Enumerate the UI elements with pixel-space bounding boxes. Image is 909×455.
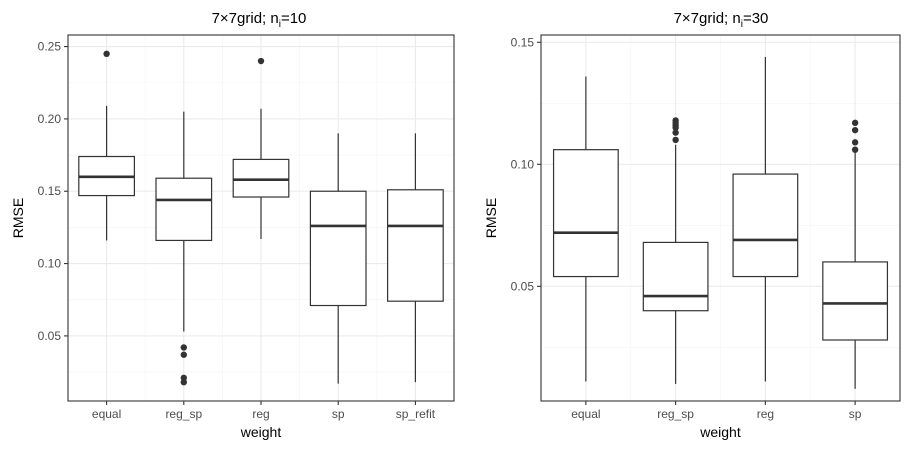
y-tick-label: 0.25 [38,40,62,54]
iqr-box [387,189,444,302]
box-sp [822,119,889,389]
x-axis-title: weight [699,424,741,440]
outlier-point [851,139,859,146]
x-axis-title: weight [240,424,282,440]
y-tick-label: 0.05 [38,329,62,343]
outlier-point [851,146,859,153]
y-tick-label: 0.05 [511,279,535,293]
iqr-box [309,190,367,307]
outlier-point [257,57,265,65]
y-tick-label: 0.10 [511,157,535,171]
box-equal [552,76,619,382]
y-tick-label: 0.10 [38,257,62,271]
outlier-point [851,119,859,127]
title-subscript: i [741,19,743,30]
x-tick-label: sp [849,407,862,421]
x-tick-label: sp_refit [396,407,436,421]
title-subscript: i [279,19,281,30]
panel-1: 0.05 0.10 0.15 0.20 0.25 equal reg_sp reg sp sp_r… [10,10,455,440]
box-reg [232,57,290,239]
box-sp [309,133,367,384]
x-tick-label: sp [332,407,345,421]
iqr-box [552,149,619,278]
title-text-suffix: =30 [743,10,768,27]
iqr-box [642,241,709,312]
box-reg_sp [155,111,213,386]
y-axis-title: RMSE [10,198,26,238]
chart-title: 7×7grid; ni=30 [674,10,769,30]
y-tick-label: 0.15 [511,35,535,49]
outlier-point [180,344,187,351]
iqr-box [822,261,889,341]
panel-2: 0.05 0.10 0.15 equal reg_sp reg sp weight RMSE 7×… [483,10,901,440]
chart-title: 7×7grid; ni=10 [212,10,307,30]
box-reg [732,56,799,382]
box-reg_sp [642,117,709,384]
title-text-suffix: =10 [281,10,306,27]
x-tick-label: reg_sp [657,407,694,421]
x-tick-label: reg_sp [165,407,202,421]
title-text: 7×7grid; n [212,10,279,27]
outlier-point [851,126,859,134]
y-tick-label: 0.15 [38,184,62,198]
y-axis-title: RMSE [483,198,499,238]
x-tick-label: equal [92,407,121,421]
outlier-point [672,136,679,144]
outlier-point [672,117,679,124]
box-sp_refit [387,133,444,383]
title-text: 7×7grid; n [674,10,741,27]
outlier-point [180,378,187,386]
outlier-point [180,351,187,358]
iqr-box [232,158,290,198]
outlier-point [672,129,679,136]
iqr-box [155,177,213,242]
box-equal [78,50,135,241]
y-tick-label: 0.20 [38,112,62,126]
x-tick-label: equal [571,407,600,421]
iqr-box [732,173,799,278]
x-tick-label: reg [757,407,774,421]
panel-border [540,34,901,402]
outlier-point [103,50,110,58]
x-tick-label: reg [252,407,269,421]
